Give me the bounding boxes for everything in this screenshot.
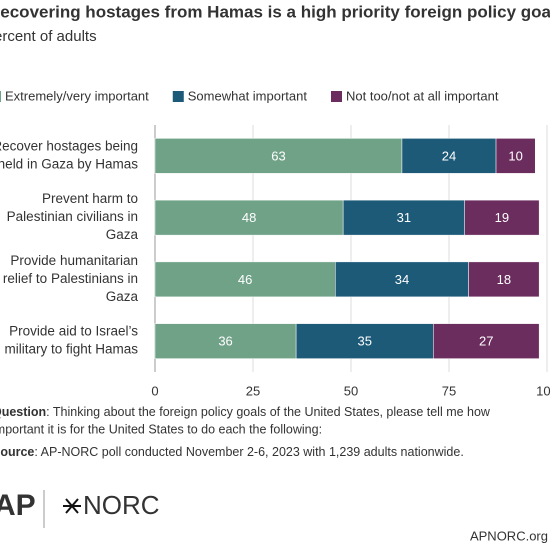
bar-segment [433,323,540,359]
value-label: 27 [479,334,493,349]
value-label: 19 [495,210,509,225]
question: Question: Thinking about the foreign pol… [0,405,491,419]
chart-subtitle: Percent of adults [0,28,97,45]
logo-ap: AP [0,489,36,522]
bar-segment [464,199,540,236]
legend-swatch [172,91,184,102]
source: Source: AP-NORC poll conducted November … [0,445,464,459]
x-tick-label: 75 [442,383,456,398]
source-text: : AP-NORC poll conducted November 2-6, 2… [34,445,463,459]
x-tick-label: 0 [151,383,158,398]
y-tick-label: Provide humanitarian [10,253,138,268]
bar-segment [335,261,469,298]
y-tick-label: held in Gaza by Hamas [0,156,138,171]
y-tick-label: Recover hostages being [0,138,138,153]
legend-label: Extremely/very important [5,88,149,103]
legend-label: Not too/not at all important [346,88,499,103]
bar-segment [154,199,344,236]
bar-segment [295,323,434,359]
y-tick-label: Gaza [106,227,139,242]
value-label: 31 [397,210,411,225]
y-tick-label: Gaza [106,289,139,304]
value-label: 24 [442,148,456,163]
x-tick-label: 100 [536,383,550,398]
chart-title: Recovering hostages from Hamas is a high… [0,2,550,21]
y-tick-label: Provide aid to Israel’s [9,324,138,339]
question-cont: important it is for the United States to… [0,422,322,436]
legend-swatch [0,91,1,102]
value-label: 34 [395,272,409,287]
value-label: 46 [238,272,252,287]
bar-segment [154,323,297,359]
question-text: : Thinking about the foreign policy goal… [46,405,491,419]
bar-segment [468,261,540,298]
y-tick-label: Palestinian civilians in [7,209,138,224]
logo-norc-star [63,498,81,514]
legend-swatch [331,91,342,102]
bar-segment [154,261,336,298]
value-label: 36 [218,334,232,349]
value-label: 18 [497,272,511,287]
value-label: 35 [357,334,371,349]
bar-segment [495,138,536,174]
y-tick-label: military to fight Hamas [4,342,138,357]
bar-segment [401,138,497,174]
y-tick-label: relief to Palestinians in [3,271,138,286]
value-label: 10 [508,148,522,163]
x-tick-label: 25 [246,383,260,398]
bar-segment [342,199,465,236]
legend-label: Somewhat important [188,88,308,103]
question-label: Question [0,405,46,419]
logo-norc: NORC [83,490,160,520]
y-tick-label: Prevent harm to [42,191,138,206]
value-label: 48 [242,210,256,225]
value-label: 63 [271,148,285,163]
site: APNORC.org [470,528,548,543]
source-label: Source [0,445,34,459]
x-tick-label: 50 [344,383,358,398]
